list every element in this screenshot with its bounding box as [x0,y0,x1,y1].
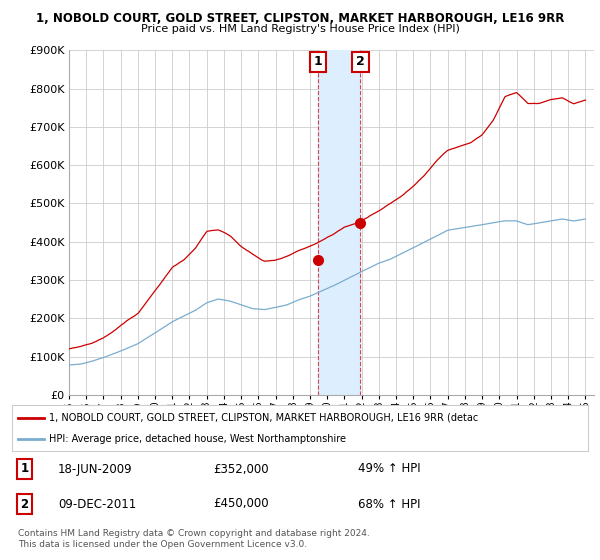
Text: 2: 2 [20,497,29,511]
Text: 18-JUN-2009: 18-JUN-2009 [58,463,133,475]
Text: 1: 1 [314,55,322,68]
Text: 68% ↑ HPI: 68% ↑ HPI [358,497,420,511]
Text: 1, NOBOLD COURT, GOLD STREET, CLIPSTON, MARKET HARBOROUGH, LE16 9RR: 1, NOBOLD COURT, GOLD STREET, CLIPSTON, … [36,12,564,25]
Text: Price paid vs. HM Land Registry's House Price Index (HPI): Price paid vs. HM Land Registry's House … [140,24,460,34]
Text: 2: 2 [356,55,365,68]
Text: Contains HM Land Registry data © Crown copyright and database right 2024.
This d: Contains HM Land Registry data © Crown c… [18,529,370,549]
Bar [318,50,361,395]
Text: 09-DEC-2011: 09-DEC-2011 [58,497,136,511]
Text: 1: 1 [20,463,29,475]
Text: 49% ↑ HPI: 49% ↑ HPI [358,463,420,475]
Text: £450,000: £450,000 [214,497,269,511]
Text: 1, NOBOLD COURT, GOLD STREET, CLIPSTON, MARKET HARBOROUGH, LE16 9RR (detac: 1, NOBOLD COURT, GOLD STREET, CLIPSTON, … [49,413,479,423]
Text: HPI: Average price, detached house, West Northamptonshire: HPI: Average price, detached house, West… [49,435,346,444]
Text: £352,000: £352,000 [214,463,269,475]
